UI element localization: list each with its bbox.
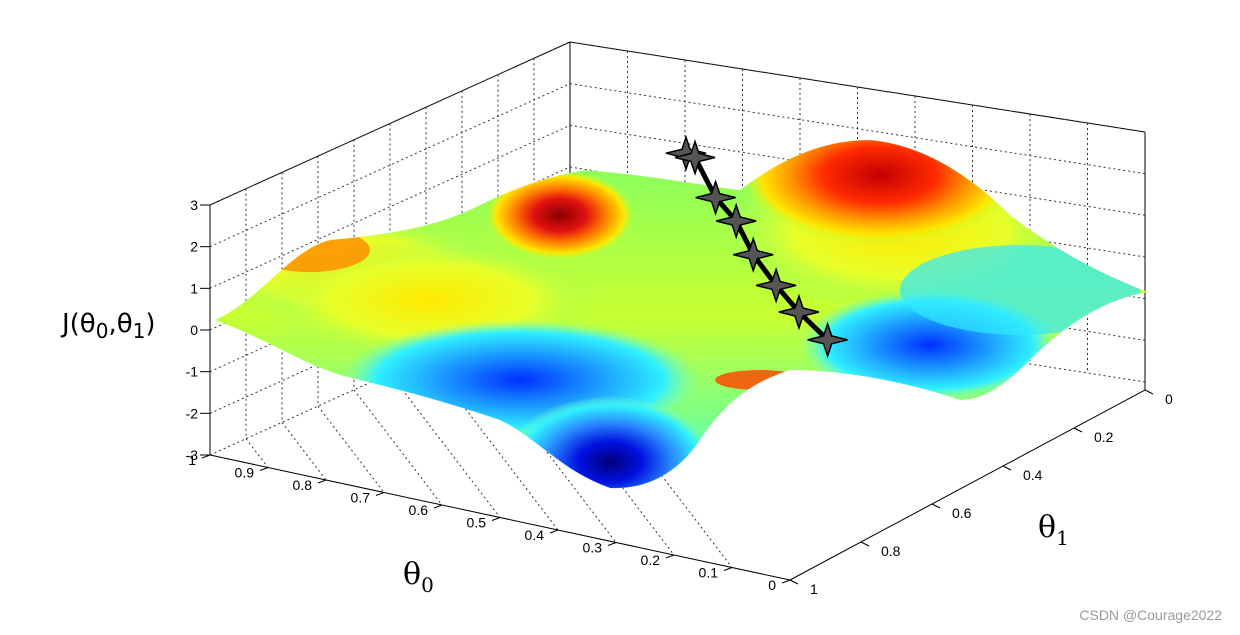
x-tick-mark [781, 579, 791, 584]
z-axis-label: J(θ0,θ1) [60, 309, 156, 343]
y-tick-label: 0.2 [1094, 429, 1114, 445]
x-tick-label: 0.8 [293, 477, 313, 493]
path-point-star [733, 236, 774, 274]
y-axis-label: θ1 [1038, 510, 1069, 550]
y-tick-label: 0.8 [881, 543, 901, 559]
y-tick-mark [1002, 465, 1012, 471]
watermark: CSDN @Courage2022 [1079, 607, 1222, 623]
y-tick-label: 0 [1165, 391, 1173, 407]
x-axis-label: θ0 [403, 557, 434, 597]
y-tick-mark [860, 541, 870, 547]
x-tick-label: 0.2 [641, 552, 661, 568]
path-point-star [674, 139, 716, 176]
x-tick-label: 0.7 [351, 490, 371, 506]
y-axis-ticks: 0 0.2 0.4 0.6 0.8 1 [789, 389, 1173, 597]
x-tick-label: 0.6 [409, 502, 429, 518]
x-tick-label: 0.9 [235, 465, 255, 481]
y-tick-label: 0.6 [952, 505, 972, 521]
y-tick-label: 1 [810, 581, 818, 597]
x-tick-mark [317, 479, 327, 484]
z-tick-label: -3 [186, 447, 199, 463]
y-tick-mark [789, 579, 799, 585]
x-tick-mark [665, 554, 675, 559]
x-tick-mark [723, 567, 733, 571]
path-point-star [755, 267, 797, 304]
y-tick-label: 0.4 [1023, 467, 1043, 483]
x-tick-mark [259, 467, 269, 471]
x-tick-label: 0 [768, 577, 776, 593]
x-axis-ticks: 1 0.9 0.8 0.7 0.6 0.5 0.4 0.3 0.2 0.1 0 [188, 452, 791, 593]
x-tick-label: 0.5 [467, 515, 487, 531]
x-tick-mark [549, 529, 559, 534]
x-tick-label: 0.1 [699, 565, 719, 581]
z-tick-label: -1 [186, 364, 199, 380]
x-tick-mark [433, 504, 443, 509]
z-tick-label: 3 [190, 197, 198, 213]
z-tick-label: 1 [190, 280, 198, 296]
y-tick-mark [931, 503, 941, 509]
surface-outline [214, 139, 1150, 489]
path-point-star [695, 179, 736, 216]
x-tick-label: 1 [188, 452, 196, 468]
x-tick-label: 0.4 [525, 527, 545, 543]
cost-surface [215, 140, 1148, 489]
path-point-star [778, 293, 820, 331]
gradient-descent-path [665, 134, 848, 359]
x-tick-mark [201, 454, 211, 459]
y-tick-mark [1144, 389, 1154, 395]
path-point-star [807, 321, 848, 359]
path-point-star [716, 202, 757, 240]
y-tick-mark [1073, 427, 1083, 433]
x-tick-label: 0.3 [583, 540, 603, 556]
x-tick-mark [375, 492, 385, 496]
x-tick-mark [607, 542, 617, 546]
z-tick-label: 2 [190, 239, 198, 255]
z-tick-label: 0 [190, 322, 198, 338]
z-axis-ticks: 3 2 1 0 -1 -2 -3 [186, 197, 210, 463]
z-tick-label: -2 [186, 405, 199, 421]
x-tick-mark [491, 517, 501, 521]
